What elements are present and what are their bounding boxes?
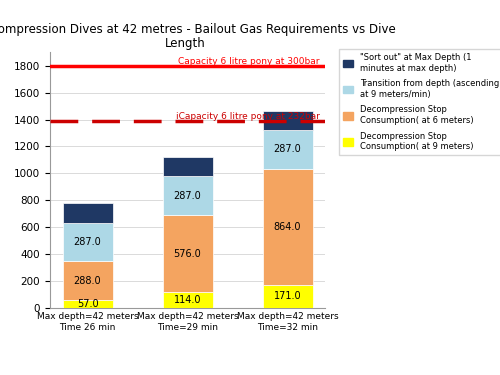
- Text: Capacity 6 litre pony at 300bar: Capacity 6 litre pony at 300bar: [178, 57, 320, 66]
- Text: 287.0: 287.0: [74, 237, 102, 247]
- Text: 576.0: 576.0: [174, 249, 202, 258]
- Bar: [62, 300, 112, 307]
- Bar: [262, 111, 312, 130]
- Bar: [262, 169, 312, 285]
- Legend: "Sort out" at Max Depth (1
minutes at max depth), Transition from depth (ascendi: "Sort out" at Max Depth (1 minutes at ma…: [339, 49, 500, 155]
- Bar: [262, 130, 312, 169]
- Bar: [262, 285, 312, 308]
- Bar: [62, 203, 112, 223]
- Bar: [162, 176, 212, 215]
- Text: 114.0: 114.0: [174, 295, 201, 305]
- Bar: [62, 261, 112, 300]
- Text: iCapacity 6 litre pony at 232bar: iCapacity 6 litre pony at 232bar: [176, 112, 320, 121]
- Text: 57.0: 57.0: [76, 298, 98, 309]
- Text: 171.0: 171.0: [274, 291, 301, 301]
- Text: 287.0: 287.0: [274, 144, 301, 154]
- Text: Decompression Dives at 42 metres - Bailout Gas Requirements vs Dive
Length: Decompression Dives at 42 metres - Bailo…: [0, 22, 396, 51]
- Bar: [162, 292, 212, 308]
- Text: 288.0: 288.0: [74, 276, 102, 285]
- Text: 287.0: 287.0: [174, 190, 202, 201]
- Bar: [162, 157, 212, 176]
- Bar: [62, 223, 112, 261]
- Bar: [162, 215, 212, 292]
- Text: 864.0: 864.0: [274, 222, 301, 232]
